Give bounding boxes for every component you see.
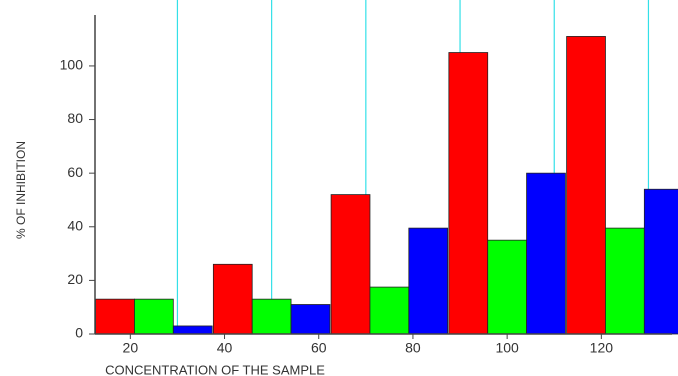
- y-tick-label: 20: [67, 271, 83, 287]
- x-tick-label: 20: [123, 340, 139, 356]
- y-tick-label: 60: [67, 164, 83, 180]
- bar: [448, 52, 489, 335]
- y-axis-title: % OF INHIBITION: [14, 141, 28, 239]
- bar: [605, 227, 645, 335]
- x-tick-label: 120: [590, 340, 614, 356]
- y-tick-label: 40: [67, 217, 83, 233]
- bar: [95, 298, 135, 335]
- x-axis-title: CONCENTRATION OF THE SAMPLE: [105, 362, 325, 376]
- bar: [251, 298, 292, 335]
- bar: [134, 298, 174, 335]
- bar: [643, 188, 678, 335]
- bar: [212, 263, 253, 335]
- y-tick-label: 0: [75, 325, 83, 341]
- y-tick-label: 80: [67, 110, 83, 126]
- y-tick-label: 100: [60, 57, 84, 73]
- x-tick-label: 80: [405, 340, 421, 356]
- bar: [369, 286, 410, 335]
- bar: [290, 304, 331, 335]
- bar: [526, 172, 566, 335]
- x-tick-label: 60: [311, 340, 327, 356]
- bar: [408, 227, 449, 335]
- bar: [172, 325, 213, 335]
- bar: [566, 36, 606, 335]
- bar: [487, 239, 527, 335]
- x-tick-label: 100: [495, 340, 519, 356]
- x-tick-label: 40: [217, 340, 233, 356]
- bar: [330, 194, 371, 335]
